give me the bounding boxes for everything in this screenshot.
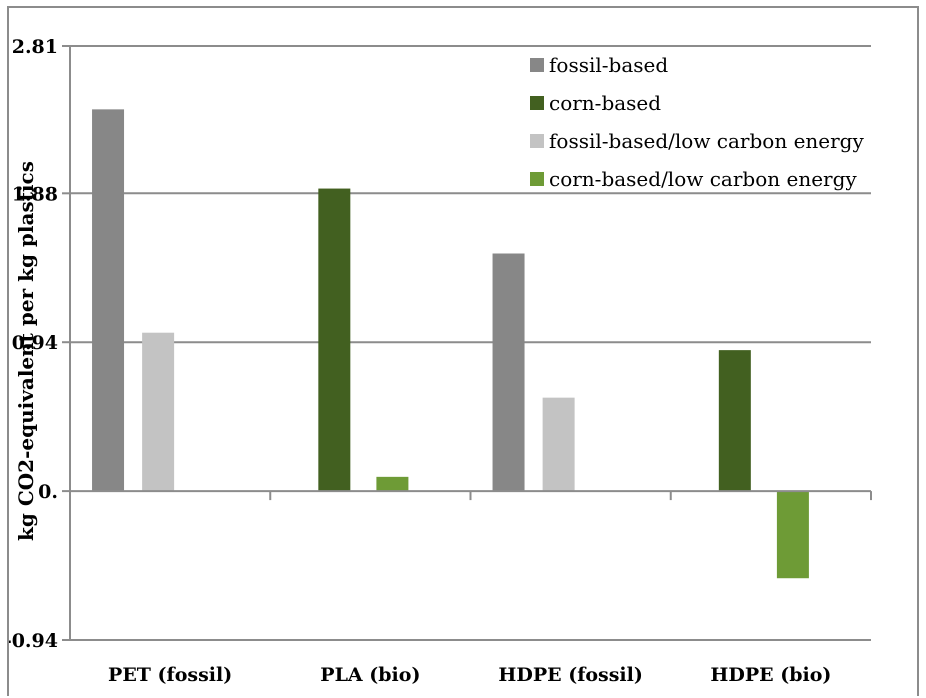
bar-chart: -0.94 0. 0.94 1.88 2.81 PET (fossil) PLA (bio… xyxy=(9,36,872,686)
y-tick-label: 0. xyxy=(38,481,58,503)
legend-label: fossil-based/low carbon energy xyxy=(549,129,864,153)
y-tick-labels: -0.94 0. 0.94 1.88 2.81 xyxy=(9,36,58,652)
category-label: HDPE (bio) xyxy=(710,664,831,686)
bar-fossil-based-low-carbon-energy xyxy=(142,332,175,492)
legend-swatch xyxy=(530,172,544,186)
y-tick-label: 2.81 xyxy=(12,36,58,58)
y-tick-label: 0.94 xyxy=(12,332,58,354)
bar-fossil-based xyxy=(492,253,525,492)
bar-corn-based xyxy=(718,350,751,492)
bars xyxy=(92,109,809,579)
legend-swatch xyxy=(530,58,544,72)
axes xyxy=(62,45,872,641)
legend-swatch xyxy=(530,96,544,110)
category-label: PET (fossil) xyxy=(108,664,232,686)
bar-fossil-based-low-carbon-energy xyxy=(542,397,575,492)
y-axis-title: kg CO2-equivalent per kg plastics xyxy=(14,161,38,541)
category-labels: PET (fossil) PLA (bio) HDPE (fossil) HDPE (… xyxy=(108,664,831,686)
gridlines xyxy=(70,45,871,641)
category-label: PLA (bio) xyxy=(320,664,420,686)
bar-fossil-based xyxy=(92,109,125,492)
legend-label: corn-based/low carbon energy xyxy=(549,167,857,191)
legend-swatch xyxy=(530,134,544,148)
category-label: HDPE (fossil) xyxy=(498,664,642,686)
chart-frame: -0.94 0. 0.94 1.88 2.81 PET (fossil) PLA (bio… xyxy=(7,6,919,696)
y-tick-label: 1.88 xyxy=(12,183,58,205)
y-tick-label: -0.94 xyxy=(9,630,58,652)
legend-label: corn-based xyxy=(549,91,661,115)
legend-label: fossil-based xyxy=(549,53,668,77)
bar-corn-based xyxy=(318,188,351,492)
bar-corn-based-low-carbon-energy xyxy=(776,491,809,579)
legend: fossil-based corn-based fossil-based/low c… xyxy=(530,53,864,191)
bar-corn-based-low-carbon-energy xyxy=(376,476,409,492)
